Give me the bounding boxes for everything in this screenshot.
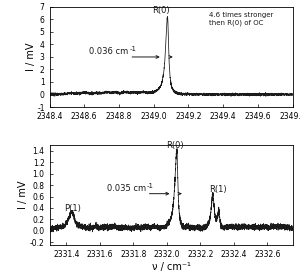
Text: R(0): R(0) [152, 6, 170, 16]
Text: 4.6 times stronger
then R(0) of OC: 4.6 times stronger then R(0) of OC [209, 12, 274, 26]
Text: -1: -1 [147, 183, 154, 189]
Text: R(0): R(0) [167, 141, 184, 150]
Text: P(1): P(1) [64, 204, 81, 213]
Text: 0.036 cm: 0.036 cm [89, 47, 128, 56]
Text: -1: -1 [129, 46, 136, 52]
X-axis label: ν / cm⁻¹: ν / cm⁻¹ [152, 262, 190, 272]
Text: 0.035 cm: 0.035 cm [107, 184, 146, 193]
Y-axis label: I / mV: I / mV [19, 181, 28, 209]
Text: R(1): R(1) [209, 185, 227, 194]
Y-axis label: I / mV: I / mV [26, 43, 36, 71]
